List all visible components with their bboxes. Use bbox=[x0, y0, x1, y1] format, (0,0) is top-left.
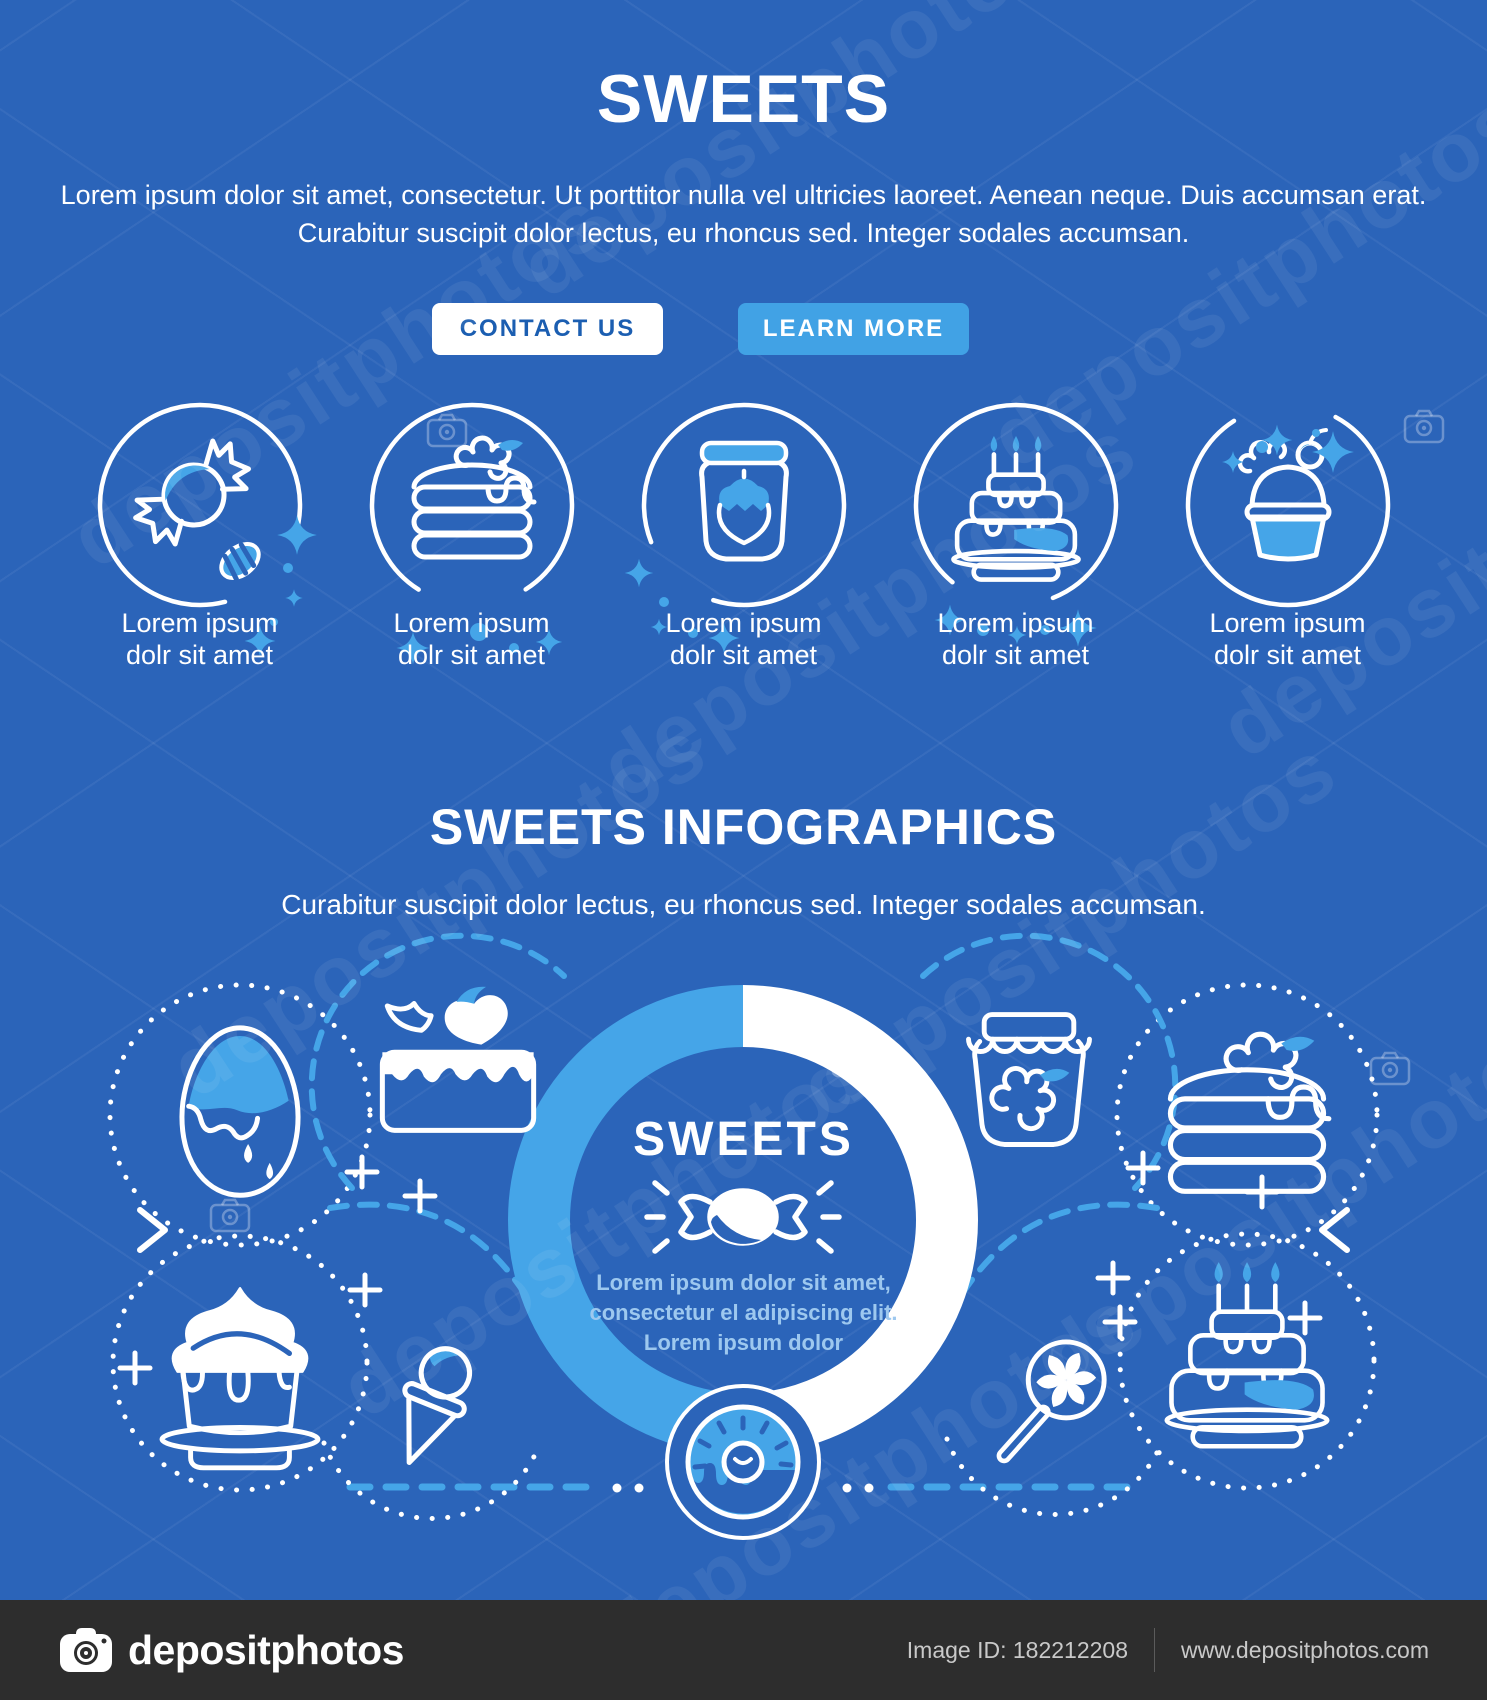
depositphotos-logo: depositphotos bbox=[58, 1626, 404, 1674]
caption-line: dolr sit amet bbox=[125, 640, 274, 670]
feature-row: Lorem ipsum dolr sit amet Lorem ipsum do… bbox=[0, 389, 1487, 689]
birthday-cake-icon bbox=[913, 402, 1118, 647]
ring-right-half bbox=[742, 985, 978, 1455]
sweets-infographic bbox=[107, 932, 1380, 1540]
strawberry-cake-icon bbox=[379, 986, 537, 1133]
feature-caption: Lorem ipsum dolr sit amet bbox=[336, 607, 608, 671]
intro-text: Lorem ipsum dolor sit amet, consectetur.… bbox=[0, 176, 1487, 252]
watermark-text: depositphotos bbox=[503, 0, 1074, 316]
dotted-arc bbox=[944, 1436, 1166, 1517]
infographic-center-description: Lorem ipsum dolor sit amet, consectetur … bbox=[0, 1268, 1487, 1358]
page-title: SWEETS bbox=[596, 61, 891, 137]
feature-caption: Lorem ipsum dolr sit amet bbox=[1152, 607, 1424, 671]
brand-name: depositphotos bbox=[128, 1626, 404, 1673]
center-desc-line: consectetur el adipiscing elit. bbox=[589, 1300, 898, 1325]
candy-icon bbox=[97, 402, 317, 657]
pancakes-icon bbox=[369, 402, 574, 665]
infographics-heading: SWEETS INFOGRAPHICS bbox=[429, 799, 1058, 855]
camera-icon bbox=[60, 1628, 112, 1672]
lollipop-icon bbox=[996, 1339, 1107, 1464]
dotted-circle bbox=[1117, 1231, 1377, 1491]
chevron-left-icon bbox=[1319, 1207, 1350, 1253]
footer-bar: depositphotos Image ID: 182212208 www.de… bbox=[0, 1600, 1487, 1700]
dotted-circle bbox=[107, 982, 373, 1248]
jam-jar-nut-icon bbox=[624, 402, 846, 654]
caption-line: Lorem ipsum bbox=[937, 608, 1094, 638]
feature-item-birthday-cake: Lorem ipsum dolr sit amet bbox=[880, 389, 1152, 689]
donut-icon bbox=[665, 1384, 821, 1540]
feature-item-cupcake: Lorem ipsum dolr sit amet bbox=[1152, 389, 1424, 689]
intro-line-2: Curabitur suscipit dolor lectus, eu rhon… bbox=[297, 218, 1190, 248]
chocolate-egg-icon bbox=[179, 1025, 301, 1198]
dot-decorations bbox=[612, 1483, 874, 1493]
jam-jar-icon bbox=[966, 1012, 1092, 1147]
learn-more-button[interactable]: LEARN MORE bbox=[738, 303, 969, 355]
infographic-center-title: SWEETS bbox=[633, 1113, 854, 1166]
caption-line: Lorem ipsum bbox=[393, 608, 550, 638]
feature-caption: Lorem ipsum dolr sit amet bbox=[608, 607, 880, 671]
caption-line: Lorem ipsum bbox=[665, 608, 822, 638]
image-id-text: Image ID: 182212208 bbox=[906, 1636, 1128, 1663]
feature-caption: Lorem ipsum dolr sit amet bbox=[880, 607, 1152, 671]
chevron-right-icon bbox=[137, 1207, 168, 1253]
website-link[interactable]: www.depositphotos.com bbox=[1180, 1636, 1429, 1663]
caption-line: dolr sit amet bbox=[1213, 640, 1362, 670]
caption-line: dolr sit amet bbox=[669, 640, 818, 670]
cta-button-row: CONTACT US LEARN MORE bbox=[0, 303, 1401, 355]
dotted-circle bbox=[1114, 982, 1380, 1248]
dotted-arc bbox=[321, 1440, 543, 1521]
footer-meta: Image ID: 182212208 www.depositphotos.co… bbox=[907, 1628, 1429, 1672]
cupcake-swirl-icon bbox=[159, 1287, 321, 1471]
caption-line: Lorem ipsum bbox=[121, 608, 278, 638]
ice-cream-icon bbox=[402, 1346, 473, 1465]
center-desc-line: Lorem ipsum dolor bbox=[643, 1330, 844, 1355]
feature-item-pancakes: Lorem ipsum dolr sit amet bbox=[336, 389, 608, 689]
dotted-circle bbox=[110, 1233, 370, 1493]
feature-item-jam-jar: Lorem ipsum dolr sit amet bbox=[608, 389, 880, 689]
feature-item-candy: Lorem ipsum dolr sit amet bbox=[64, 389, 336, 689]
footer-divider bbox=[1153, 1628, 1155, 1672]
contact-us-button[interactable]: CONTACT US bbox=[432, 303, 663, 355]
candy-center-icon bbox=[644, 1180, 842, 1254]
center-desc-line: Lorem ipsum dolor sit amet, bbox=[596, 1270, 891, 1295]
infographics-subheading: Curabitur suscipit dolor lectus, eu rhon… bbox=[281, 889, 1206, 920]
intro-line-1: Lorem ipsum dolor sit amet, consectetur.… bbox=[60, 180, 1427, 210]
caption-line: dolr sit amet bbox=[397, 640, 546, 670]
caption-line: Lorem ipsum bbox=[1209, 608, 1366, 638]
ring-left-half bbox=[508, 985, 744, 1455]
caption-line: dolr sit amet bbox=[941, 640, 1090, 670]
cupcake-cherry-icon bbox=[1185, 402, 1390, 608]
feature-caption: Lorem ipsum dolr sit amet bbox=[64, 607, 336, 671]
